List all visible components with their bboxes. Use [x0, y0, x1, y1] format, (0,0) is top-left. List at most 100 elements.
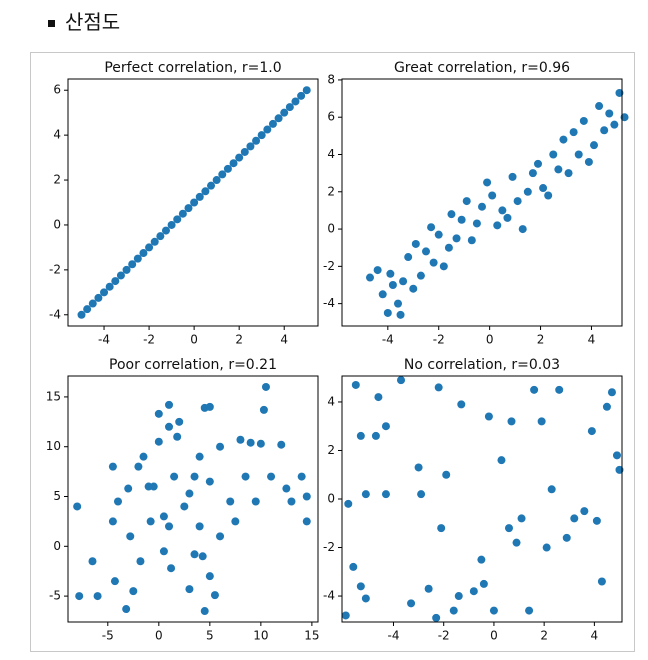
point: [615, 88, 624, 97]
point: [442, 470, 451, 479]
point: [173, 432, 182, 441]
point: [267, 472, 276, 481]
point: [198, 552, 207, 561]
point: [175, 417, 184, 426]
point: [133, 254, 142, 263]
point: [124, 484, 133, 493]
point: [302, 517, 311, 526]
point: [537, 417, 546, 426]
point: [251, 497, 260, 506]
point: [539, 184, 548, 193]
point: [256, 439, 265, 448]
point: [190, 198, 199, 207]
point: [579, 116, 588, 125]
point: [493, 221, 502, 230]
point: [161, 226, 170, 235]
y-tick-label: -2: [323, 259, 335, 273]
y-tick-label: -2: [49, 262, 61, 276]
point: [274, 114, 283, 123]
point: [612, 451, 621, 460]
point: [268, 119, 277, 128]
y-tick-label: -4: [323, 589, 335, 603]
heading: 산점도: [48, 6, 120, 35]
point: [437, 524, 446, 533]
point: [587, 427, 596, 436]
x-tick-label: 4: [591, 629, 599, 643]
point: [356, 431, 365, 440]
point: [580, 507, 589, 516]
panel-title: Poor correlation, r=0.21: [109, 357, 277, 373]
point: [73, 502, 82, 511]
point: [371, 431, 380, 440]
x-tick-label: -2: [143, 333, 155, 347]
x-tick-label: -4: [387, 629, 399, 643]
point: [185, 489, 194, 498]
y-tick-label: -4: [49, 307, 61, 321]
point: [178, 209, 187, 218]
point: [504, 524, 513, 533]
point: [497, 456, 506, 465]
point: [180, 502, 189, 511]
point: [75, 592, 84, 601]
point: [483, 178, 492, 187]
point: [381, 490, 390, 499]
point: [444, 243, 453, 252]
point: [534, 159, 542, 168]
point: [195, 522, 204, 531]
point: [200, 607, 209, 616]
x-tick-label: 0: [486, 333, 494, 347]
point: [615, 465, 624, 474]
y-tick-label: 10: [46, 439, 61, 453]
point: [597, 577, 606, 586]
point: [165, 400, 174, 409]
point: [434, 383, 443, 392]
point: [226, 497, 235, 506]
point: [83, 305, 92, 314]
x-tick-label: 2: [537, 333, 545, 347]
point: [154, 437, 163, 446]
point: [139, 249, 148, 258]
point: [210, 591, 219, 600]
point: [386, 269, 395, 278]
x-tick-label: 4: [280, 333, 288, 347]
point: [564, 169, 573, 178]
point: [574, 150, 583, 159]
point: [570, 514, 579, 523]
y-tick-label: 0: [327, 492, 335, 506]
point: [212, 176, 221, 185]
y-tick-label: 2: [53, 173, 61, 187]
point: [184, 204, 193, 213]
point: [381, 422, 390, 431]
y-tick-label: -5: [49, 589, 61, 603]
point: [205, 477, 214, 486]
point: [472, 219, 481, 228]
panel-title: Great correlation, r=0.96: [394, 60, 570, 76]
axes-frame: [67, 375, 319, 623]
point: [518, 225, 527, 234]
point: [542, 543, 551, 552]
point: [383, 308, 392, 317]
point: [411, 239, 420, 248]
point: [554, 165, 563, 174]
point: [344, 499, 353, 508]
point: [173, 215, 182, 224]
y-tick-label: -2: [323, 540, 335, 554]
point: [547, 485, 556, 494]
point: [374, 393, 383, 402]
point: [602, 402, 611, 411]
point: [361, 594, 370, 603]
point: [366, 273, 374, 282]
x-tick-label: 10: [253, 629, 268, 643]
point: [523, 187, 532, 196]
point: [205, 402, 214, 411]
x-tick-label: -4: [382, 333, 394, 347]
point: [287, 497, 296, 506]
point: [94, 293, 103, 302]
point: [110, 577, 119, 586]
point: [422, 247, 430, 256]
point: [414, 463, 423, 472]
point: [236, 435, 245, 444]
y-tick-label: 2: [327, 443, 335, 457]
point: [449, 606, 458, 615]
